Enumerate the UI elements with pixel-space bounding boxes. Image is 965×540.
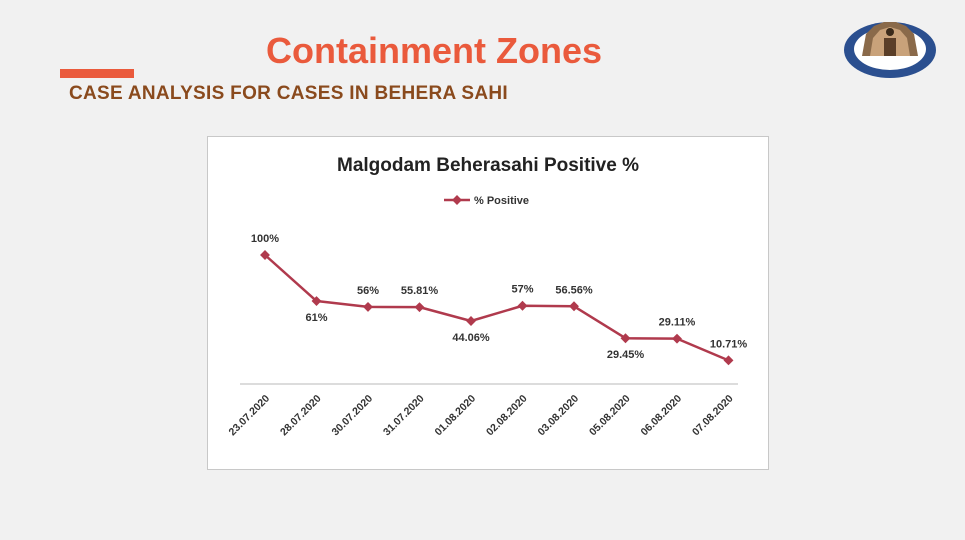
title-accent-bar	[60, 69, 134, 78]
data-label: 29.11%	[659, 317, 696, 329]
data-point-marker	[569, 301, 579, 312]
x-tick-label: 31.07.2020	[381, 393, 427, 439]
x-tick-label: 23.07.2020	[226, 393, 272, 439]
data-label: 100%	[251, 233, 279, 245]
data-point-marker	[363, 301, 373, 312]
data-point-marker	[517, 300, 528, 311]
municipal-corporation-logo	[844, 22, 936, 78]
data-label: 56%	[357, 285, 379, 297]
chart-container: Malgodam Beherasahi Positive % % Positiv…	[207, 136, 769, 470]
x-tick-label: 06.08.2020	[638, 393, 684, 439]
x-tick-label: 01.08.2020	[432, 393, 478, 439]
legend-label: % Positive	[474, 195, 529, 207]
data-label: 57%	[511, 284, 533, 296]
data-label: 56.56%	[555, 284, 593, 296]
x-tick-label: 30.07.2020	[329, 393, 375, 439]
x-tick-label: 07.08.2020	[690, 393, 736, 439]
data-point-marker	[672, 333, 682, 344]
x-tick-label: 03.08.2020	[535, 393, 581, 439]
data-point-marker	[414, 302, 425, 313]
data-point-marker	[466, 316, 476, 326]
chart-legend: % Positive	[444, 195, 529, 207]
plot-area: 100% 61% 56% 55.81% 44.06% 57% 56.56% 29.45% 29.…	[226, 233, 747, 438]
data-label: 44.06%	[452, 332, 490, 344]
chart-title: Malgodam Beherasahi Positive %	[337, 155, 639, 176]
line-chart: Malgodam Beherasahi Positive % % Positiv…	[226, 155, 747, 438]
slide-title: Containment Zones	[265, 30, 602, 71]
legend-marker	[452, 195, 462, 205]
data-point-marker	[620, 333, 631, 344]
x-tick-label: 05.08.2020	[587, 393, 633, 439]
slide-subtitle: CASE ANALYSIS FOR CASES IN BEHERA SAHI	[69, 83, 508, 104]
x-tick-label: 02.08.2020	[484, 393, 530, 439]
data-point-marker	[723, 355, 734, 366]
series-line	[264, 254, 729, 362]
data-label: 10.71%	[710, 338, 748, 350]
data-point-marker	[311, 296, 322, 306]
data-label: 55.81%	[401, 285, 439, 297]
data-label: 29.45%	[607, 349, 645, 361]
data-label: 61%	[305, 312, 327, 324]
x-tick-label: 28.07.2020	[278, 393, 324, 439]
